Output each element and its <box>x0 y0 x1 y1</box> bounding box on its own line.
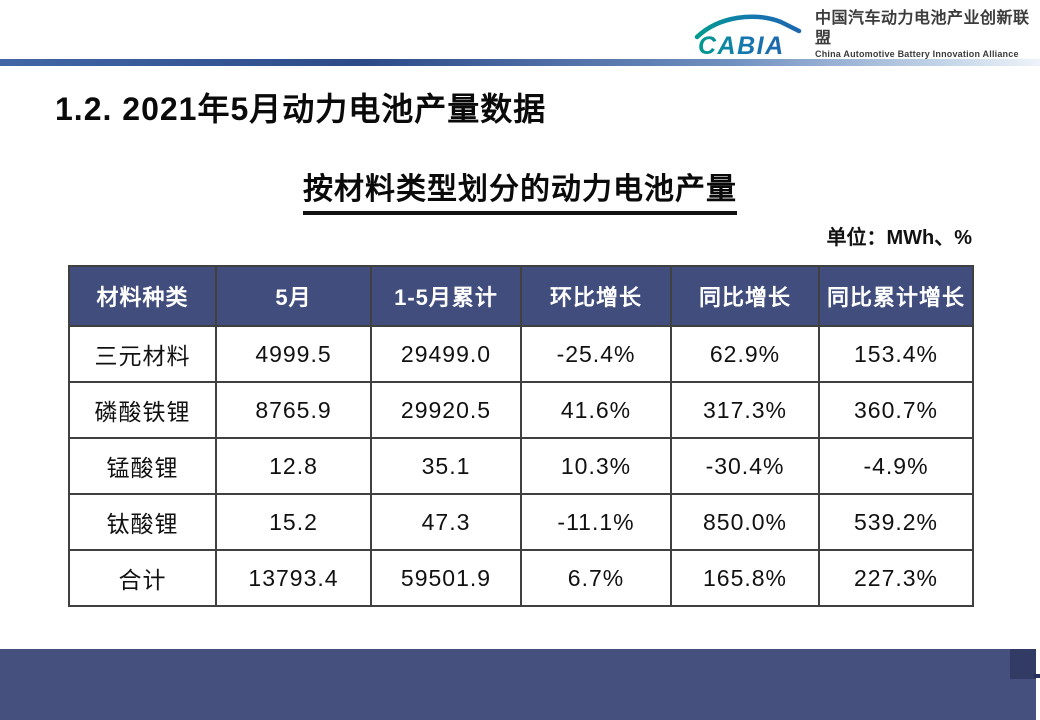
table-cell: -30.4% <box>670 437 820 495</box>
table-cell: 153.4% <box>818 325 974 383</box>
logo-text-block: 中国汽车动力电池产业创新联盟 China Automotive Battery … <box>815 7 1040 61</box>
table-cell: 47.3 <box>370 493 522 551</box>
table-cell: 6.7% <box>520 549 672 607</box>
table-row: 钛酸锂 15.2 47.3 -11.1% 850.0% 539.2% <box>68 493 974 551</box>
column-header-yoy: 同比增长 <box>670 265 820 327</box>
car-swoosh-icon: CABIA <box>694 14 802 58</box>
table-cell: 15.2 <box>215 493 372 551</box>
org-name-cn: 中国汽车动力电池产业创新联盟 <box>815 10 1030 47</box>
table-cell: 227.3% <box>818 549 974 607</box>
column-header-yoy-cumulative: 同比累计增长 <box>818 265 974 327</box>
table-cell: 59501.9 <box>370 549 522 607</box>
column-header-may: 5月 <box>215 265 372 327</box>
table-cell: 8765.9 <box>215 381 372 439</box>
header-gradient-rule <box>0 59 1040 66</box>
production-table: 材料种类 5月 1-5月累计 环比增长 同比增长 同比累计增长 三元材料 499… <box>68 265 974 607</box>
table-cell: -25.4% <box>520 325 672 383</box>
table-cell: 4999.5 <box>215 325 372 383</box>
table-cell: 539.2% <box>818 493 974 551</box>
row-label: 合计 <box>68 549 217 607</box>
logo-brand-text: CABIA <box>698 32 785 58</box>
table-cell: -11.1% <box>520 493 672 551</box>
row-label: 磷酸铁锂 <box>68 381 217 439</box>
org-name-en: China Automotive Battery Innovation Alli… <box>815 49 1019 59</box>
section-title: 按材料类型划分的动力电池产量 <box>303 164 737 215</box>
page-title: 1.2. 2021年5月动力电池产量数据 <box>55 91 547 127</box>
table-cell: 317.3% <box>670 381 820 439</box>
table-cell: 10.3% <box>520 437 672 495</box>
table-cell: 12.8 <box>215 437 372 495</box>
footer-bar <box>0 649 1036 720</box>
footer-accent-block <box>1010 649 1036 679</box>
table-row: 锰酸锂 12.8 35.1 10.3% -30.4% -4.9% <box>68 437 974 495</box>
footer-tick <box>1034 674 1040 678</box>
row-label: 锰酸锂 <box>68 437 217 495</box>
table-cell: 29920.5 <box>370 381 522 439</box>
row-label: 钛酸锂 <box>68 493 217 551</box>
table-cell: -4.9% <box>818 437 974 495</box>
table-row: 三元材料 4999.5 29499.0 -25.4% 62.9% 153.4% <box>68 325 974 383</box>
row-label: 三元材料 <box>68 325 217 383</box>
unit-label: 单位：MWh、% <box>826 227 972 249</box>
table-row-total: 合计 13793.4 59501.9 6.7% 165.8% 227.3% <box>68 549 974 607</box>
table-row: 磷酸铁锂 8765.9 29920.5 41.6% 317.3% 360.7% <box>68 381 974 439</box>
cabia-logo: CABIA 中国汽车动力电池产业创新联盟 China Automotive Ba… <box>693 7 1040 61</box>
table-cell: 35.1 <box>370 437 522 495</box>
table-cell: 13793.4 <box>215 549 372 607</box>
table-cell: 41.6% <box>520 381 672 439</box>
column-header-cumulative: 1-5月累计 <box>370 265 522 327</box>
table-cell: 360.7% <box>818 381 974 439</box>
table-cell: 29499.0 <box>370 325 522 383</box>
column-header-mom: 环比增长 <box>520 265 672 327</box>
table-header-row: 材料种类 5月 1-5月累计 环比增长 同比增长 同比累计增长 <box>68 265 974 327</box>
table-cell: 850.0% <box>670 493 820 551</box>
column-header-material: 材料种类 <box>68 265 217 327</box>
table-cell: 62.9% <box>670 325 820 383</box>
section-title-wrap: 按材料类型划分的动力电池产量 <box>68 164 972 215</box>
table-cell: 165.8% <box>670 549 820 607</box>
